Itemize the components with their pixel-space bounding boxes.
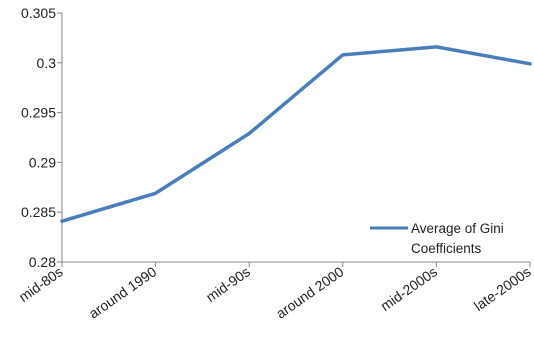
y-tick-label: 0.28	[29, 254, 56, 270]
x-tick-label: mid-90s	[203, 263, 253, 305]
x-tick-label: late-2000s	[471, 263, 534, 314]
x-tick-label: mid-2000s	[377, 263, 440, 314]
y-axis: 0.28 0.285 0.29 0.295 0.3 0.305	[21, 5, 63, 270]
y-tick-label: 0.285	[21, 204, 56, 220]
legend-label-line-2: Coefficients	[411, 241, 482, 256]
y-tick-label: 0.295	[21, 105, 56, 121]
y-tick-label: 0.29	[29, 154, 56, 170]
x-axis: mid-80s around 1990 mid-90s around 2000 mid-…	[16, 261, 534, 322]
series-layer	[60, 45, 532, 223]
y-tick-label: 0.3	[37, 55, 57, 71]
y-tick-label: 0.305	[21, 5, 56, 21]
x-tick-label: around 1990	[86, 263, 160, 321]
x-tick-label: around 2000	[273, 263, 347, 321]
legend: Average of Gini Coefficients	[370, 221, 504, 256]
series-line	[60, 45, 532, 223]
legend-label-line-1: Average of Gini	[411, 221, 504, 236]
